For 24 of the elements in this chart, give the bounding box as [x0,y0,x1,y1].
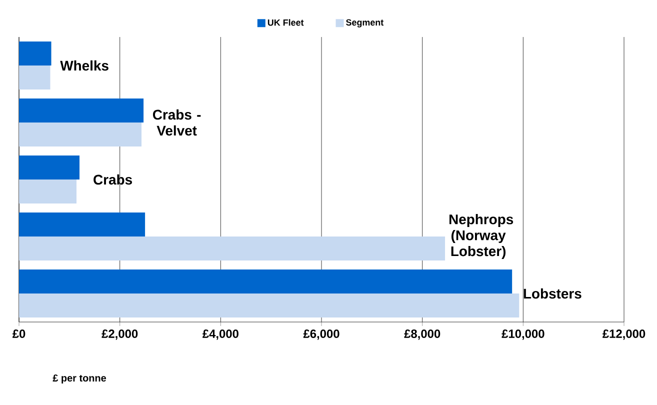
x-tick-label: £10,000 [502,330,544,340]
y-tick-label: Lobsters [524,288,582,299]
bar [19,236,446,261]
bar [19,66,50,90]
y-tick-label: Whelks [60,60,108,71]
bar [19,98,144,123]
legend-label: UK Fleet [268,19,304,26]
x-tick-label: £8,000 [404,330,440,340]
x-tick-label: £2,000 [102,330,138,340]
bar [19,156,80,180]
bar [19,270,512,294]
x-tick-label: £4,000 [202,330,238,340]
x-tick-label: £6,000 [303,330,340,340]
x-tick-label: £0 [12,330,26,338]
bar [19,42,52,66]
y-tick-label: Nephrops (Norway Lobster) [449,214,514,259]
legend-label: Segment [346,19,384,28]
bar [19,180,76,204]
x-axis-title: £ per tonne [52,374,106,384]
y-tick-label: Crabs - Velvet [152,109,201,136]
x-tick-label: £12,000 [602,330,646,340]
bar [19,294,520,318]
bar [19,122,142,147]
bar [19,212,146,237]
